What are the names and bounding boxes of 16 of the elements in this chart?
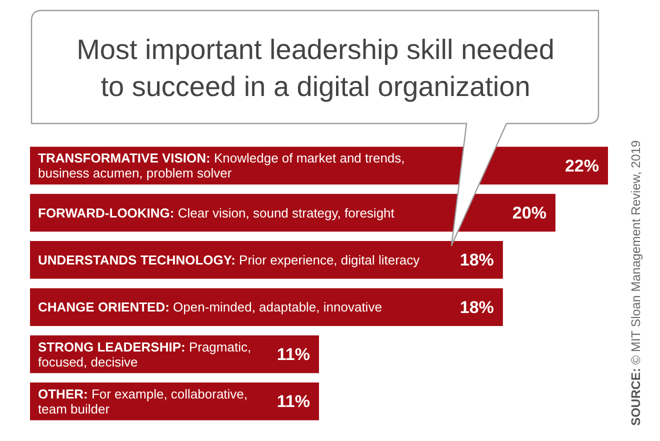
chart-title: Most important leadership skill needed to succeed in a digital organization bbox=[76, 32, 556, 104]
data-label: 20% bbox=[512, 203, 546, 222]
bar bbox=[30, 288, 503, 326]
y-tick-label: UNDERSTANDS TECHNOLOGY: Prior experience, digital literacy bbox=[38, 252, 420, 268]
bar bbox=[30, 241, 503, 279]
y-tick-label: OTHER: For example, collaborative, team builder bbox=[38, 386, 248, 416]
y-tick-label: CHANGE ORIENTED: Open-minded, adaptable, innovative bbox=[38, 300, 382, 315]
source-note: SOURCE: © MIT Sloan Management Review, 2019 bbox=[629, 140, 643, 426]
category-label: STRONG LEADERSHIP: Pragmatic, focused, decisive bbox=[38, 339, 252, 370]
data-label: 18% bbox=[460, 298, 494, 317]
data-label: 11% bbox=[276, 344, 310, 364]
y-tick-label: FORWARD-LOOKING: Clear vision, sound strategy, foresight bbox=[38, 205, 395, 220]
data-label: 11% bbox=[276, 392, 310, 412]
y-tick-label: TRANSFORMATIVE VISION: Knowledge of market and trends, business acumen, problem solver bbox=[38, 150, 405, 181]
data-label: 22% bbox=[564, 156, 599, 176]
data-label: 18% bbox=[460, 250, 494, 270]
